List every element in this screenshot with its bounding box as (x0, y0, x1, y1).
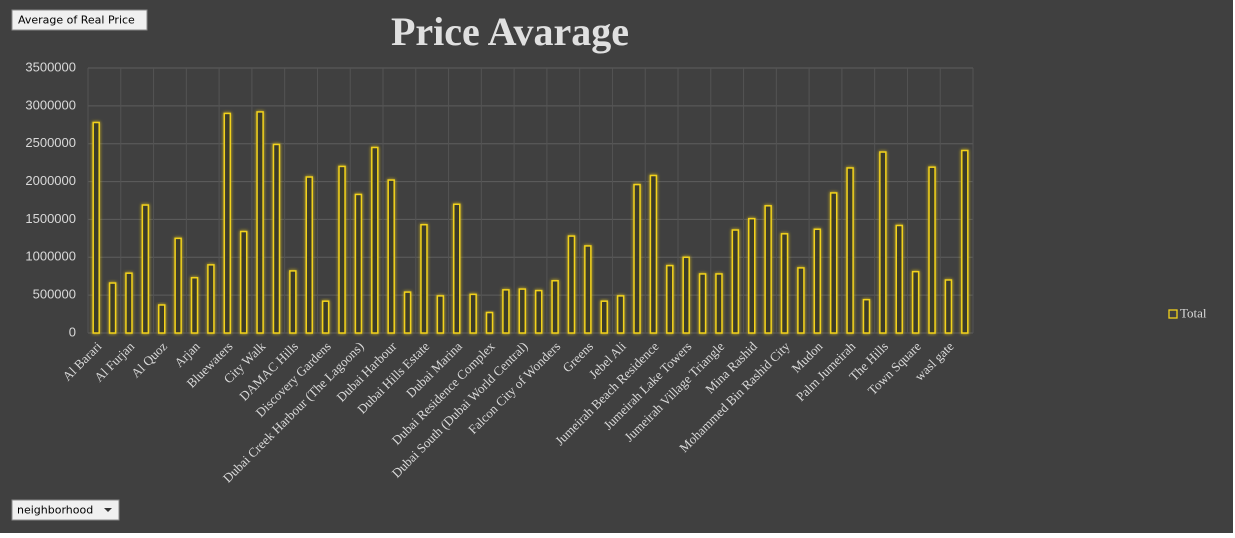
bar (436, 295, 445, 334)
bar (141, 204, 150, 334)
button-bg[interactable] (11, 9, 148, 31)
bar (616, 295, 625, 334)
y-tick-label: 1500000 (25, 211, 76, 226)
bar (879, 151, 887, 334)
bar (190, 276, 199, 334)
y-tick-label: 3500000 (25, 59, 76, 74)
bar (649, 174, 658, 334)
dropdown-arrow[interactable] (104, 508, 112, 512)
button-bg[interactable] (11, 499, 120, 521)
bar (780, 233, 789, 334)
bar (502, 289, 510, 334)
bars (92, 111, 969, 334)
bar (403, 291, 412, 334)
bar (813, 228, 822, 334)
button-label[interactable]: neighborhood (17, 504, 93, 517)
bar (731, 229, 740, 334)
bar (469, 293, 477, 334)
bar (223, 112, 232, 334)
bar (371, 146, 379, 334)
chart-title: Price Avarage (391, 9, 629, 54)
bar (420, 223, 428, 334)
bar (239, 230, 248, 334)
bar (862, 298, 871, 334)
y-tick-label: 2000000 (25, 173, 76, 188)
bar (289, 270, 297, 334)
bar (387, 179, 395, 334)
legend-swatch (1168, 309, 1178, 319)
y-tick-label: 3000000 (25, 97, 76, 112)
bar (321, 300, 330, 334)
row-field-button[interactable]: neighborhood (11, 499, 120, 521)
bar (911, 270, 920, 334)
bar (534, 289, 543, 334)
bar (305, 176, 313, 334)
bar (453, 203, 461, 334)
bar (682, 256, 690, 334)
bar (764, 205, 772, 334)
bar (567, 235, 576, 334)
bar (895, 224, 903, 334)
y-tick-label: 0 (69, 324, 76, 339)
bar (174, 237, 182, 334)
bar (551, 280, 559, 334)
value-field-button[interactable]: Average of Real Price (11, 9, 148, 31)
bar (698, 273, 707, 334)
bar (944, 279, 953, 334)
bar (633, 183, 641, 334)
bar (829, 192, 838, 334)
bar (748, 217, 756, 334)
bar (272, 143, 281, 334)
bar (125, 272, 133, 334)
legend-label: Total (1180, 305, 1207, 320)
bar (846, 167, 854, 334)
bar (485, 311, 494, 334)
bar (928, 166, 936, 334)
bar (338, 165, 346, 334)
bar (600, 300, 608, 334)
bar (92, 121, 100, 334)
bar (207, 264, 215, 334)
bar (354, 193, 363, 334)
bar (797, 267, 805, 334)
bar (108, 282, 117, 334)
bar (158, 304, 166, 334)
bar (584, 245, 592, 334)
y-tick-label: 500000 (33, 287, 76, 302)
bar (961, 149, 969, 334)
grid: 0 500000 1000000 1500000 2000000 2500000 30000… (25, 59, 974, 339)
y-tick-label: 1000000 (25, 249, 76, 264)
bar (256, 111, 264, 334)
button-label[interactable]: Average of Real Price (18, 14, 135, 27)
bar (518, 288, 527, 334)
bar (666, 264, 674, 334)
y-tick-label: 2500000 (25, 135, 76, 150)
bar (715, 273, 723, 334)
